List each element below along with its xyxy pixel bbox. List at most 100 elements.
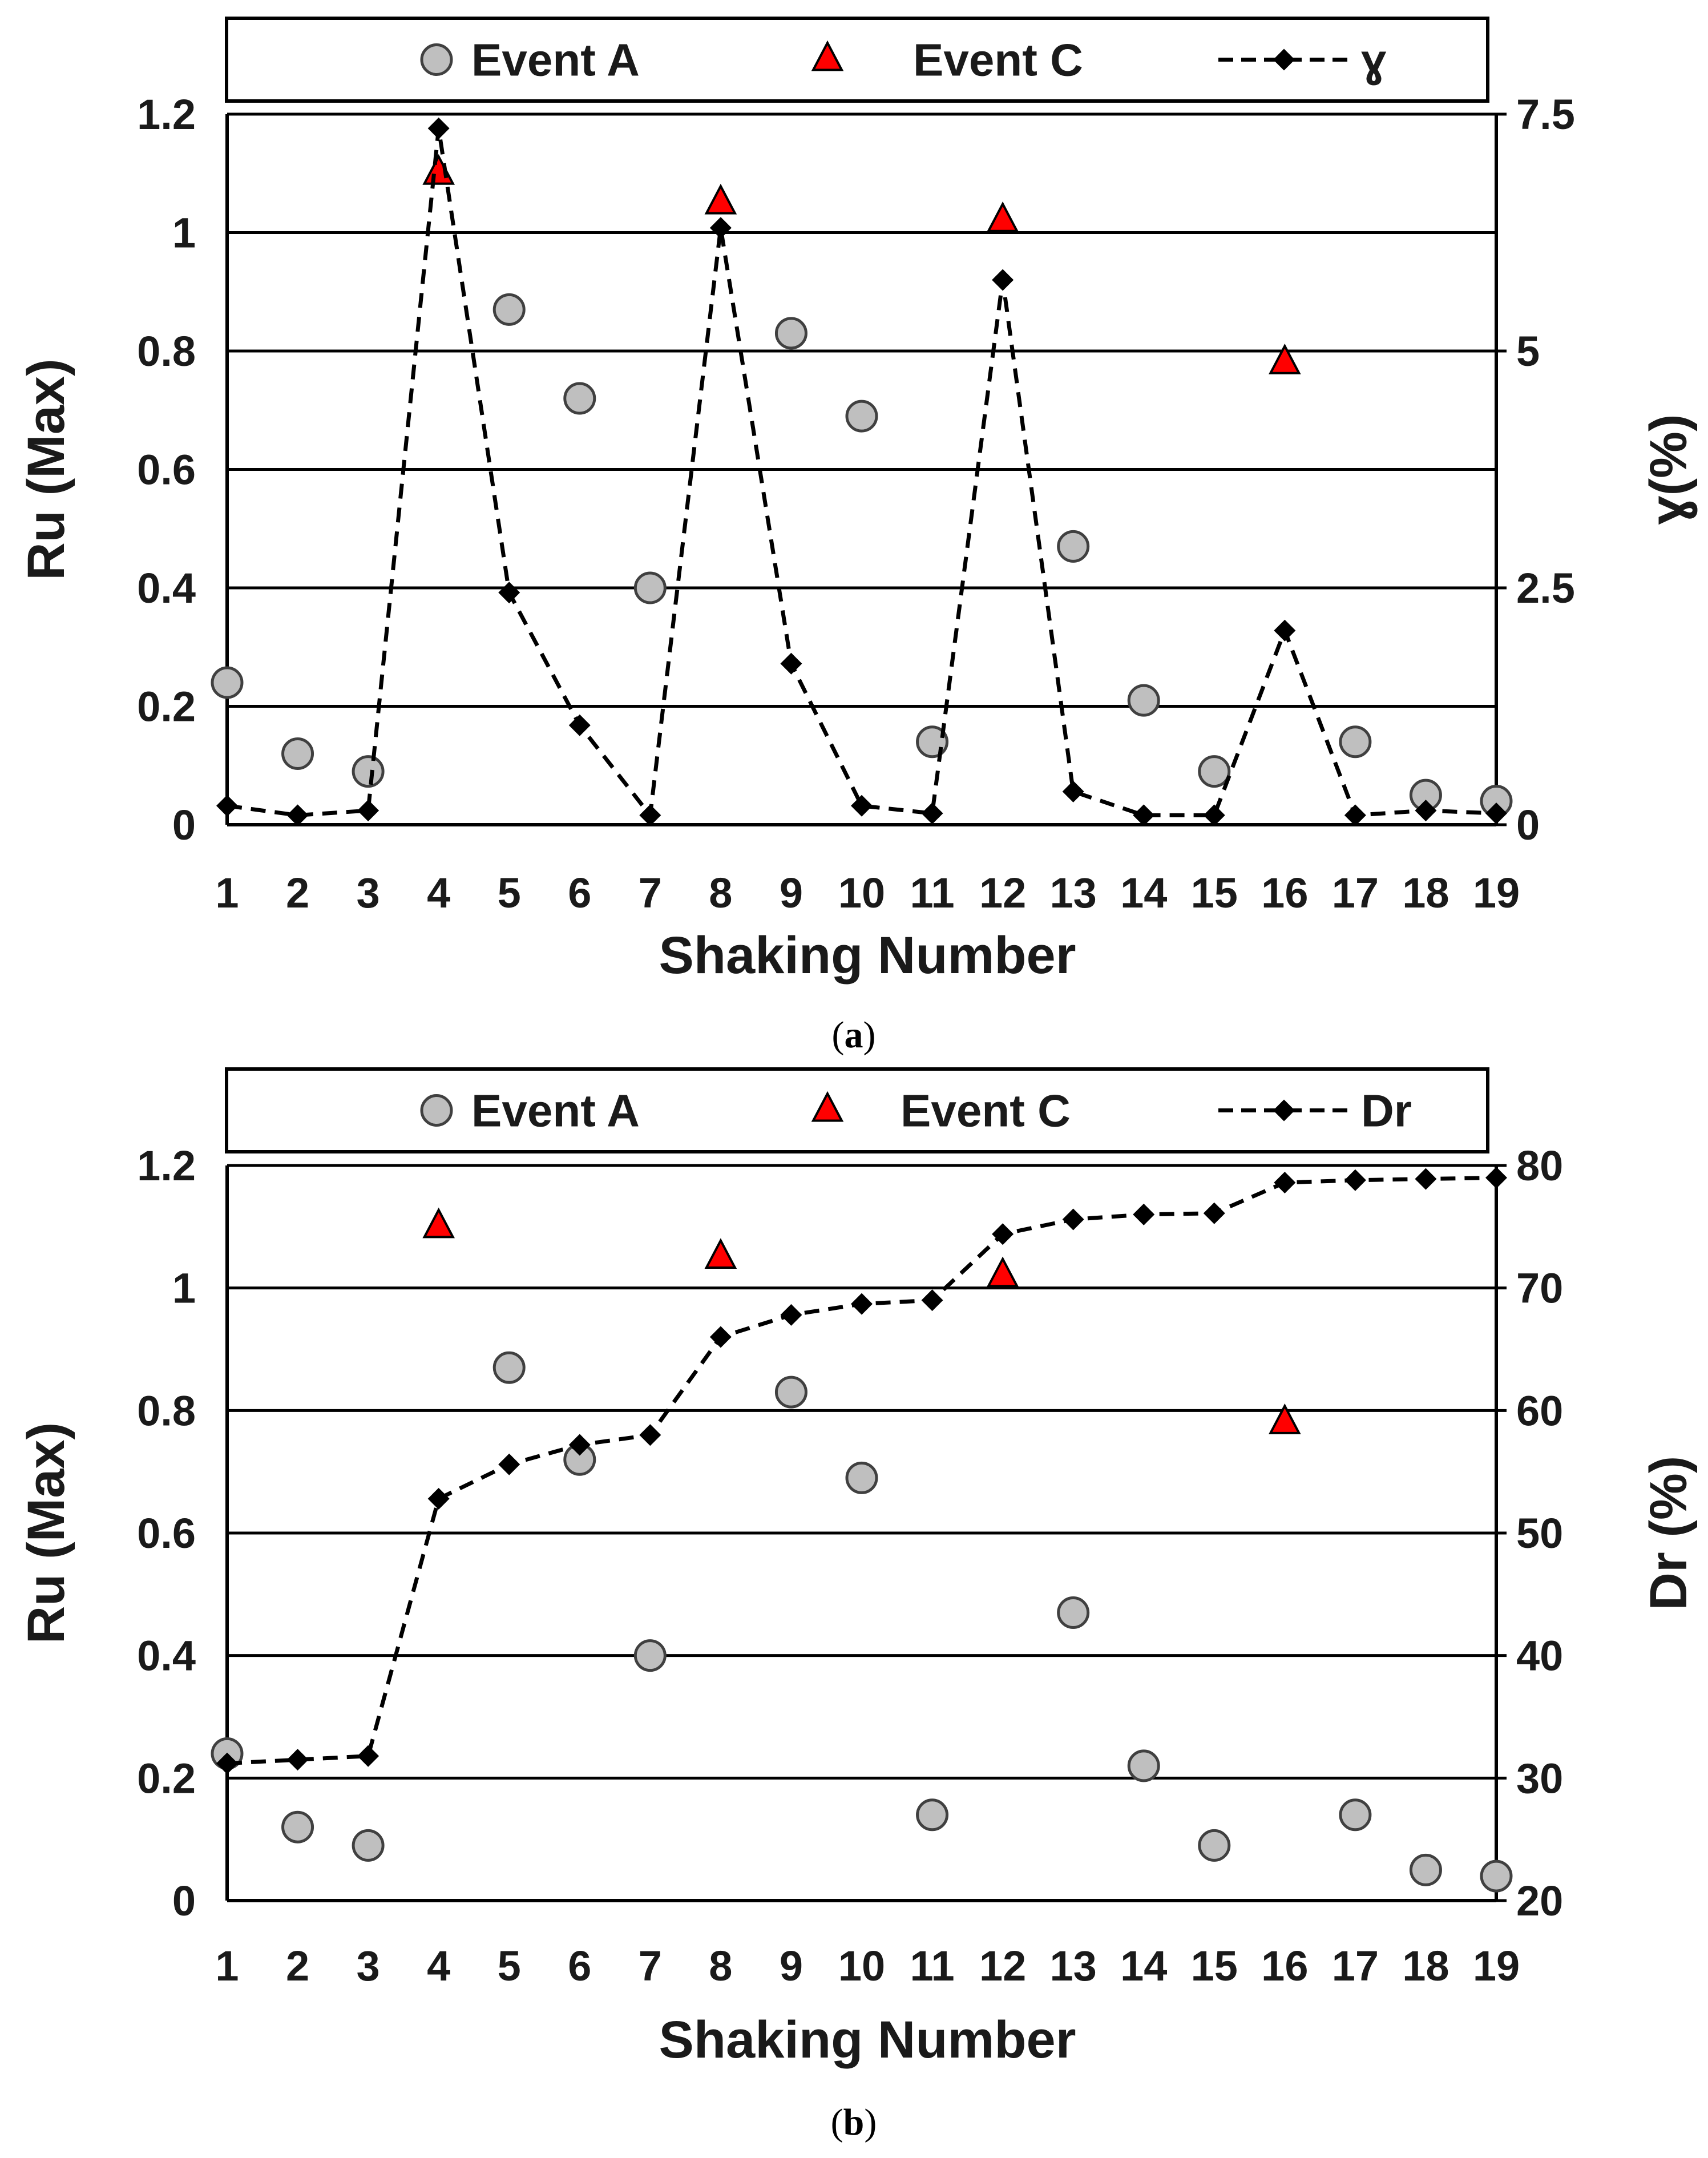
x-tick-label: 19 — [1473, 1942, 1520, 1990]
legend: Event A Event C Dr — [225, 1067, 1489, 1153]
legend-triangle-icon — [811, 1091, 844, 1122]
data-point-diamond — [780, 652, 802, 675]
x-axis-title: Shaking Number — [659, 2011, 1076, 2069]
legend-label: ɣ — [1361, 35, 1387, 86]
y2-axis-title: Dr (%) — [1640, 1456, 1698, 1611]
x-tick-label: 10 — [838, 1942, 885, 1990]
data-point-triangle — [704, 183, 737, 215]
x-tick-label: 8 — [709, 869, 732, 917]
legend-triangle-icon — [811, 40, 844, 71]
data-point-circle — [1057, 1596, 1090, 1629]
y-tick-label: 0.6 — [137, 446, 196, 494]
x-tick-label: 7 — [639, 869, 662, 917]
y-tick-label: 0.8 — [137, 328, 196, 375]
y2-tick-label: 0 — [1516, 801, 1540, 849]
x-tick-label: 9 — [780, 1942, 803, 1990]
data-point-circle — [352, 755, 385, 788]
x-tick-label: 13 — [1050, 1942, 1097, 1990]
y-tick-label: 0.2 — [137, 683, 196, 731]
legend-diamond-icon — [1273, 1099, 1295, 1122]
y-tick-label: 0.4 — [137, 564, 196, 612]
data-point-diamond — [992, 269, 1014, 291]
data-point-diamond — [1203, 804, 1225, 826]
data-point-diamond — [1415, 1168, 1437, 1190]
y2-tick-label: 70 — [1516, 1265, 1563, 1312]
y2-tick-label: 7.5 — [1516, 91, 1575, 138]
data-point-circle — [1339, 725, 1372, 759]
x-tick-label: 5 — [498, 869, 521, 917]
x-tick-label: 3 — [357, 1942, 380, 1990]
data-point-diamond — [1274, 619, 1296, 642]
data-point-circle — [281, 737, 314, 770]
y2-tick-label: 50 — [1516, 1510, 1563, 1557]
legend-label: Event C — [913, 35, 1083, 86]
data-point-diamond — [1485, 1167, 1507, 1189]
data-point-diamond — [921, 1289, 943, 1312]
data-point-diamond — [639, 804, 661, 826]
x-tick-label: 10 — [838, 869, 885, 917]
legend: Event A Event C ɣ — [225, 17, 1489, 103]
data-point-circle — [774, 1376, 807, 1409]
data-point-diamond — [1485, 802, 1507, 825]
x-tick-label: 15 — [1191, 1942, 1238, 1990]
y2-tick-label: 80 — [1516, 1142, 1563, 1189]
x-tick-label: 16 — [1261, 1942, 1308, 1990]
legend-label: Dr — [1361, 1086, 1412, 1136]
panel-caption: (b) — [831, 2101, 877, 2143]
data-point-circle — [1339, 1798, 1372, 1832]
y-tick-label: 1 — [172, 209, 196, 257]
y2-tick-label: 20 — [1516, 1877, 1563, 1925]
series-Event C — [422, 1207, 1301, 1434]
x-tick-label: 2 — [286, 869, 309, 917]
data-point-circle — [845, 1461, 878, 1494]
data-point-diamond — [427, 1487, 450, 1510]
data-point-circle — [774, 317, 807, 350]
legend-label: Event A — [471, 35, 640, 86]
caption-open: ( — [832, 1014, 845, 1056]
x-tick-label: 4 — [427, 869, 450, 917]
data-point-circle — [1127, 1749, 1160, 1782]
x-tick-label: 17 — [1332, 869, 1379, 917]
data-point-circle — [563, 382, 596, 415]
data-point-diamond — [1062, 1208, 1084, 1231]
series-ɣ — [216, 117, 1507, 826]
x-tick-label: 8 — [709, 1942, 732, 1990]
y-tick-label: 0.8 — [137, 1387, 196, 1434]
data-point-circle — [352, 1829, 385, 1862]
series-Dr — [216, 1167, 1507, 1774]
data-point-circle — [633, 1639, 667, 1672]
x-axis-title: Shaking Number — [659, 926, 1076, 985]
legend-label: Event C — [901, 1086, 1071, 1136]
y2-axis-title: ɣ(%) — [1640, 414, 1698, 525]
x-tick-label: 4 — [427, 1942, 450, 1990]
data-point-diamond — [568, 714, 591, 736]
y-axis-title: Ru (Max) — [17, 358, 75, 580]
y-tick-label: 0 — [172, 1877, 196, 1925]
x-tick-label: 17 — [1332, 1942, 1379, 1990]
caption-open: ( — [831, 2101, 843, 2143]
legend-circle-icon — [420, 43, 453, 76]
data-point-triangle — [1269, 1403, 1301, 1434]
x-tick-label: 11 — [910, 1942, 954, 1990]
data-point-diamond — [286, 1749, 309, 1771]
y2-tick-label: 40 — [1516, 1632, 1563, 1680]
data-point-diamond — [709, 217, 732, 239]
data-point-diamond — [498, 582, 520, 604]
y-tick-label: 1 — [172, 1265, 196, 1312]
data-point-circle — [1198, 1829, 1231, 1862]
y-axis-title: Ru (Max) — [17, 1422, 75, 1644]
x-tick-label: 3 — [357, 869, 380, 917]
series-Event A — [211, 1351, 1513, 1893]
y-tick-label: 0.2 — [137, 1754, 196, 1802]
data-point-circle — [211, 666, 244, 699]
x-tick-label: 5 — [498, 1942, 521, 1990]
y2-tick-label: 2.5 — [1516, 564, 1575, 612]
y-tick-label: 0.4 — [137, 1632, 196, 1680]
data-point-diamond — [427, 117, 450, 139]
x-tick-label: 15 — [1191, 869, 1238, 917]
data-point-diamond — [216, 1752, 238, 1774]
legend-diamond-icon — [1273, 49, 1295, 71]
x-tick-label: 13 — [1050, 869, 1097, 917]
data-point-diamond — [921, 802, 943, 825]
